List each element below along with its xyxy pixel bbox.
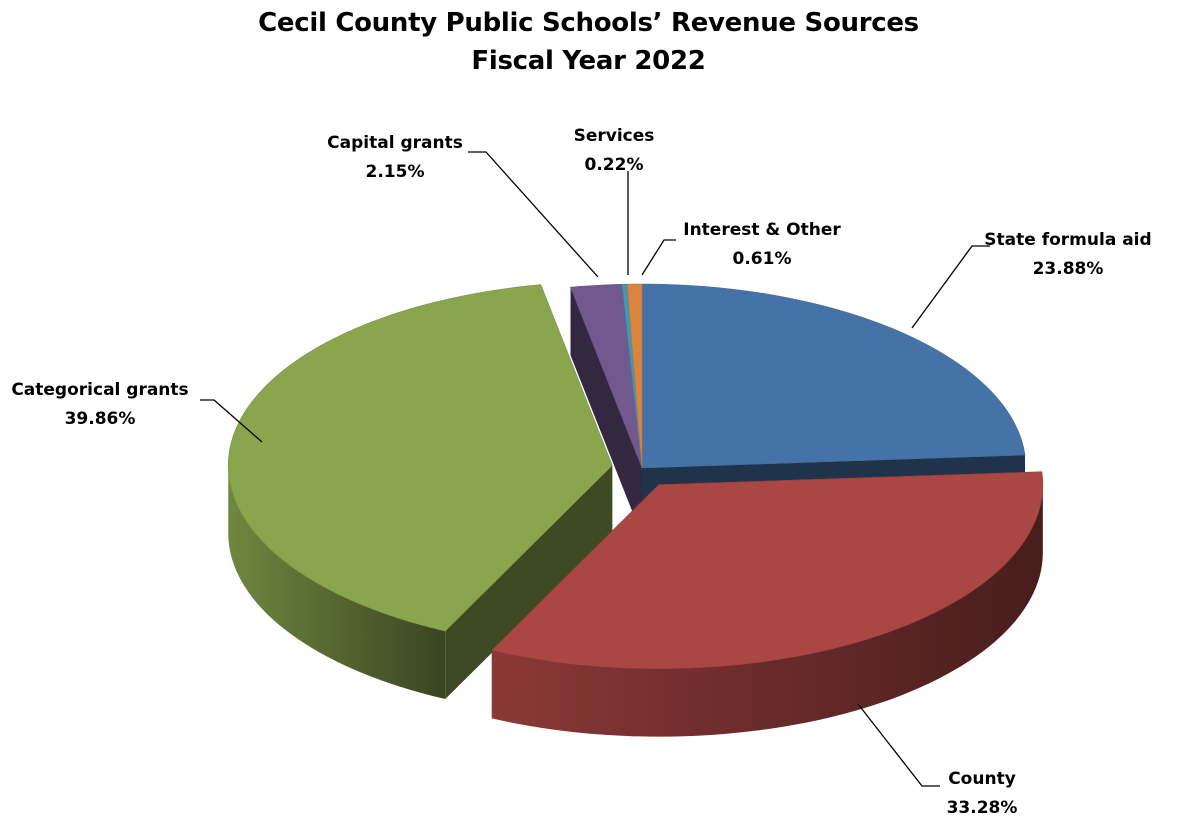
slice-label-state-formula-aid: State formula aid [984,230,1151,250]
slice-categorical-grants [228,284,613,632]
leader-line-categorical-grants [200,399,263,443]
slice-label-interest-other: Interest & Other [683,220,841,240]
slice-value-capital-grants: 2.15% [366,162,425,182]
chart-title: Cecil County Public Schools’ Revenue Sou… [258,8,919,38]
slice-value-interest-other: 0.61% [733,249,792,269]
slice-county [491,471,1044,669]
leader-line-capital-grants [468,151,599,278]
slice-value-state-formula-aid: 23.88% [1033,259,1104,279]
slice-label-capital-grants: Capital grants [327,133,463,153]
leader-line-state-formula-aid [911,245,990,329]
leader-line-interest-other [641,239,676,276]
slice-state-formula-aid [641,283,1026,469]
slice-value-county: 33.28% [947,798,1018,818]
leader-line-county [857,703,940,787]
chart-subtitle: Fiscal Year 2022 [471,46,706,76]
slice-value-categorical-grants: 39.86% [65,409,136,429]
slice-label-services: Services [574,126,655,146]
slice-label-categorical-grants: Categorical grants [11,380,188,400]
slice-value-services: 0.22% [585,155,644,175]
slice-interest-other [626,283,643,469]
slice-label-county: County [948,769,1016,789]
